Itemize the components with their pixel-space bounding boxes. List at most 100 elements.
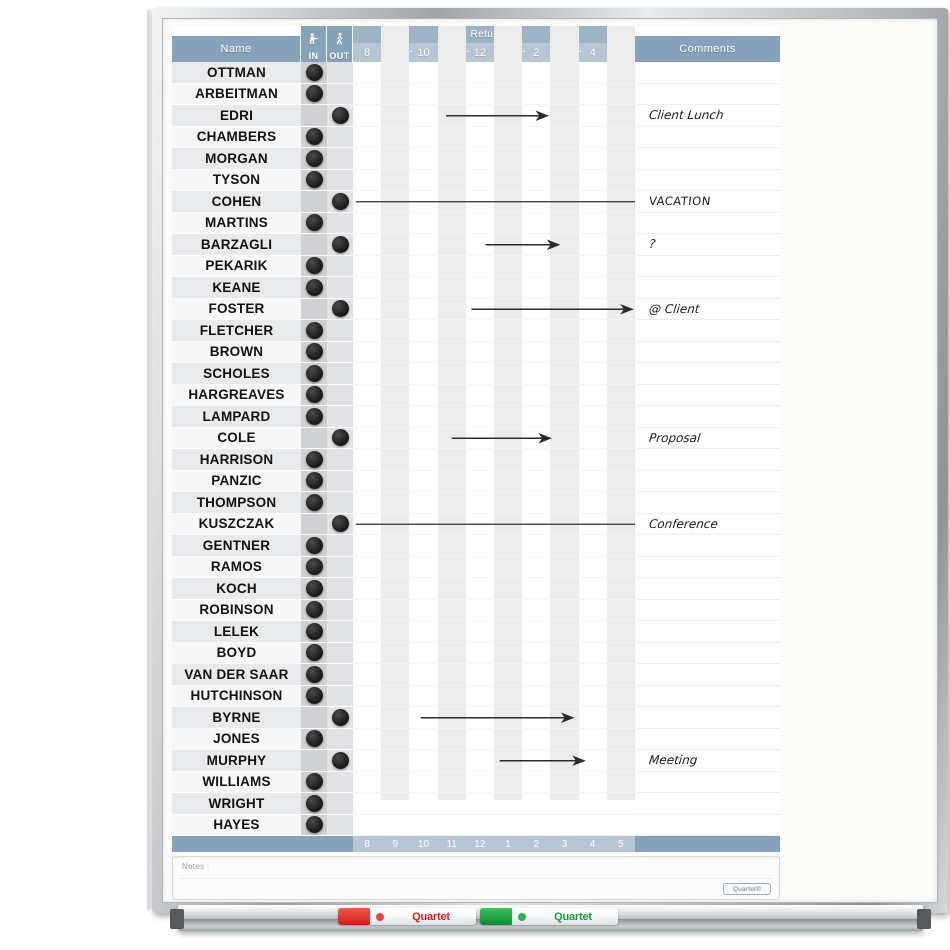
- table-row[interactable]: TYSON: [172, 169, 780, 191]
- status-magnet-dot[interactable]: [305, 149, 323, 167]
- status-magnet-dot[interactable]: [305, 214, 323, 232]
- returning-cell[interactable]: [353, 793, 635, 815]
- status-cell-out[interactable]: [327, 793, 353, 815]
- comment-cell[interactable]: [635, 771, 780, 793]
- status-cell-in[interactable]: [301, 320, 327, 342]
- status-cell-out[interactable]: [327, 707, 353, 729]
- comment-cell[interactable]: [635, 126, 780, 148]
- returning-cell[interactable]: [353, 170, 635, 191]
- table-row[interactable]: COHEN VACATION: [172, 191, 780, 213]
- returning-cell[interactable]: [353, 664, 635, 686]
- status-magnet-dot[interactable]: [305, 257, 323, 275]
- status-cell-out[interactable]: [327, 556, 353, 578]
- status-magnet-dot[interactable]: [305, 493, 323, 511]
- status-magnet-dot[interactable]: [305, 601, 323, 619]
- returning-cell[interactable]: [353, 406, 635, 428]
- comment-cell[interactable]: [635, 83, 780, 105]
- status-cell-in[interactable]: [301, 62, 327, 84]
- comment-cell[interactable]: VACATION: [635, 191, 780, 213]
- status-magnet-dot[interactable]: [305, 128, 323, 146]
- comment-cell[interactable]: [635, 793, 780, 815]
- table-row[interactable]: CHAMBERS: [172, 126, 780, 148]
- status-cell-out[interactable]: [327, 105, 353, 127]
- table-row[interactable]: WRIGHT: [172, 793, 780, 815]
- returning-cell[interactable]: [353, 256, 635, 277]
- status-magnet-dot[interactable]: [305, 364, 323, 382]
- status-cell-out[interactable]: [327, 234, 353, 256]
- table-row[interactable]: RAMOS: [172, 556, 780, 578]
- returning-cell[interactable]: [353, 578, 635, 600]
- status-magnet-dot[interactable]: [305, 558, 323, 576]
- returning-cell[interactable]: [353, 148, 635, 170]
- comment-cell[interactable]: [635, 449, 780, 471]
- returning-cell[interactable]: [353, 535, 635, 557]
- status-cell-out[interactable]: [327, 814, 353, 836]
- table-row[interactable]: JONES: [172, 728, 780, 750]
- comment-cell[interactable]: [635, 62, 780, 84]
- status-cell-out[interactable]: [327, 771, 353, 793]
- returning-cell[interactable]: [353, 557, 635, 578]
- status-cell-in[interactable]: [301, 83, 327, 105]
- status-cell-in[interactable]: [301, 664, 327, 686]
- returning-cell[interactable]: [353, 320, 635, 342]
- status-cell-in[interactable]: [301, 341, 327, 363]
- status-cell-out[interactable]: [327, 664, 353, 686]
- status-cell-in[interactable]: [301, 750, 327, 772]
- returning-cell[interactable]: [353, 299, 635, 320]
- status-cell-in[interactable]: [301, 707, 327, 729]
- status-cell-out[interactable]: [327, 363, 353, 385]
- status-cell-in[interactable]: [301, 234, 327, 256]
- status-cell-in[interactable]: [301, 384, 327, 406]
- status-magnet-dot[interactable]: [331, 235, 349, 253]
- status-magnet-dot[interactable]: [305, 171, 323, 189]
- comment-cell[interactable]: [635, 642, 780, 664]
- comment-cell[interactable]: [635, 255, 780, 277]
- status-cell-in[interactable]: [301, 298, 327, 320]
- table-row[interactable]: GENTNER: [172, 535, 780, 557]
- comment-cell[interactable]: Proposal: [635, 427, 780, 449]
- status-cell-out[interactable]: [327, 169, 353, 191]
- returning-cell[interactable]: [353, 686, 635, 707]
- status-cell-in[interactable]: [301, 513, 327, 535]
- comment-cell[interactable]: [635, 406, 780, 428]
- status-magnet-dot[interactable]: [305, 407, 323, 425]
- status-cell-out[interactable]: [327, 255, 353, 277]
- comment-cell[interactable]: [635, 578, 780, 600]
- status-cell-out[interactable]: [327, 449, 353, 471]
- status-cell-in[interactable]: [301, 449, 327, 471]
- status-magnet-dot[interactable]: [305, 472, 323, 490]
- returning-cell[interactable]: [353, 772, 635, 793]
- table-row[interactable]: HARRISON: [172, 449, 780, 471]
- status-cell-out[interactable]: [327, 728, 353, 750]
- status-cell-in[interactable]: [301, 277, 327, 299]
- returning-cell[interactable]: [353, 428, 635, 449]
- status-cell-in[interactable]: [301, 492, 327, 514]
- returning-cell[interactable]: [353, 729, 635, 750]
- marker-green[interactable]: Quartet: [480, 908, 618, 925]
- status-cell-out[interactable]: [327, 341, 353, 363]
- comment-cell[interactable]: [635, 621, 780, 643]
- status-cell-in[interactable]: [301, 771, 327, 793]
- table-row[interactable]: BROWN: [172, 341, 780, 363]
- table-row[interactable]: KEANE: [172, 277, 780, 299]
- table-row[interactable]: KOCH: [172, 578, 780, 600]
- status-cell-in[interactable]: [301, 685, 327, 707]
- returning-cell[interactable]: [353, 277, 635, 299]
- status-magnet-dot[interactable]: [305, 687, 323, 705]
- status-cell-out[interactable]: [327, 427, 353, 449]
- comment-cell[interactable]: [635, 707, 780, 729]
- returning-cell[interactable]: [353, 62, 635, 84]
- comment-cell[interactable]: [635, 664, 780, 686]
- returning-cell[interactable]: [353, 105, 635, 127]
- status-cell-out[interactable]: [327, 406, 353, 428]
- status-cell-in[interactable]: [301, 191, 327, 213]
- status-magnet-dot[interactable]: [305, 450, 323, 468]
- table-row[interactable]: HUTCHINSON: [172, 685, 780, 707]
- status-cell-in[interactable]: [301, 599, 327, 621]
- status-cell-out[interactable]: [327, 513, 353, 535]
- returning-cell[interactable]: [353, 815, 635, 836]
- notes-panel[interactable]: Notes : Quartet®: [172, 856, 780, 900]
- table-row[interactable]: ARBEITMAN: [172, 83, 780, 105]
- returning-cell[interactable]: [353, 385, 635, 406]
- table-row[interactable]: BARZAGLI?: [172, 234, 780, 256]
